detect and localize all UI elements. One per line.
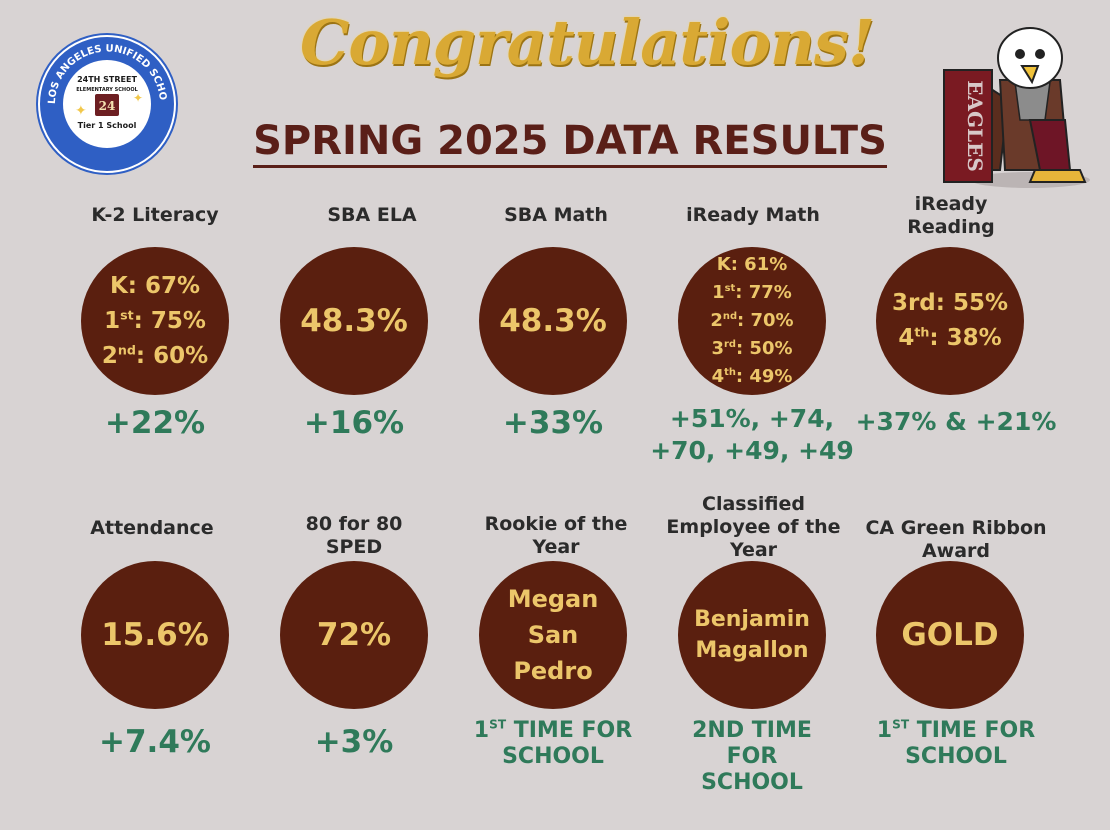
iready-reading-line-4th: 4th: 38% [898, 324, 1002, 351]
iready-math-line-4th: 4th: 49% [711, 366, 793, 387]
delta-rookie-of-the-year: 1ST TIME FOR SCHOOL [473, 717, 633, 769]
value-80-for-80-sped: 72% [316, 617, 392, 653]
circle-k2-literacy: K: 67% 1st: 75% 2nd: 60% [81, 247, 229, 395]
iready-math-line-1st: 1st: 77% [712, 282, 792, 303]
delta-k2-literacy: +22% [104, 405, 206, 441]
seal-school-name: 24TH STREET [77, 75, 137, 84]
seal-badge: Tier 1 School [78, 121, 137, 130]
svg-text:✦: ✦ [75, 103, 87, 119]
delta-80-for-80-sped: +3% [314, 724, 394, 760]
circle-iready-reading: 3rd: 55% 4th: 38% [876, 247, 1024, 395]
label-classified-employee: Classified Employee of the Year [666, 493, 841, 561]
iready-math-line-2nd: 2nd: 70% [710, 310, 794, 331]
classified-name-line: Magallon [695, 638, 809, 663]
iready-reading-line-3rd: 3rd: 55% [891, 290, 1009, 316]
circle-80-for-80-sped: 72% [280, 561, 428, 709]
delta-sba-math: +33% [502, 405, 604, 441]
k2-line-k: K: 67% [109, 272, 201, 299]
circle-attendance: 15.6% [81, 561, 229, 709]
delta-iready-math: +51%, +74, +70, +49, +49 [650, 404, 854, 465]
rookie-name-line: Pedro [513, 657, 593, 685]
k2-line-2nd: 2nd: 60% [101, 341, 209, 369]
value-sba-ela: 48.3% [300, 303, 408, 339]
k2-line-1st: 1st: 75% [104, 306, 206, 334]
iready-math-line-k: K: 61% [716, 254, 788, 275]
congratulations-headline: Congratulations! [300, 6, 875, 79]
label-iready-reading: iReady Reading [907, 193, 995, 238]
value-attendance: 15.6% [101, 617, 209, 653]
label-attendance: Attendance [90, 517, 214, 539]
school-seal-logo: LOS ANGELES UNIFIED SCHOOL DISTRICT 24TH… [35, 30, 178, 175]
classified-name-line: Benjamin [694, 607, 810, 632]
label-k2-literacy: K-2 Literacy [91, 204, 219, 226]
value-ca-green-ribbon: GOLD [901, 617, 999, 653]
label-iready-math: iReady Math [686, 204, 820, 226]
eagles-mascot-logo: EAGLES [943, 27, 1090, 188]
label-sba-math: SBA Math [504, 204, 608, 226]
delta-attendance: +7.4% [99, 724, 211, 760]
value-sba-math: 48.3% [499, 303, 607, 339]
mascot-team-text: EAGLES [963, 80, 987, 172]
label-ca-green-ribbon: CA Green Ribbon Award [865, 517, 1047, 562]
svg-text:✦: ✦ [133, 91, 143, 105]
delta-classified-employee: 2ND TIME FOR SCHOOL [692, 718, 812, 795]
delta-ca-green-ribbon: 1ST TIME FOR SCHOOL [876, 717, 1036, 769]
rookie-name-line: San [527, 621, 579, 649]
circle-rookie-of-the-year: Megan San Pedro [479, 561, 627, 709]
rookie-name-line: Megan [507, 585, 599, 613]
circle-ca-green-ribbon: GOLD [876, 561, 1024, 709]
label-80-for-80-sped: 80 for 80 SPED [305, 513, 403, 558]
seal-school-sub: ELEMENTARY SCHOOL [76, 87, 138, 93]
svg-text:24: 24 [99, 99, 116, 113]
circle-iready-math: K: 61% 1st: 77% 2nd: 70% 3rd: 50% 4th: 4… [678, 247, 826, 395]
label-sba-ela: SBA ELA [327, 204, 417, 226]
label-rookie-of-the-year: Rookie of the Year [484, 513, 628, 558]
delta-sba-ela: +16% [303, 405, 405, 441]
circle-sba-ela: 48.3% [280, 247, 428, 395]
page-subtitle: SPRING 2025 DATA RESULTS [240, 118, 900, 168]
circle-sba-math: 48.3% [479, 247, 627, 395]
iready-math-line-3rd: 3rd: 50% [711, 338, 793, 359]
delta-iready-reading: +37% & +21% [855, 407, 1057, 436]
circle-classified-employee: Benjamin Magallon [678, 561, 826, 709]
